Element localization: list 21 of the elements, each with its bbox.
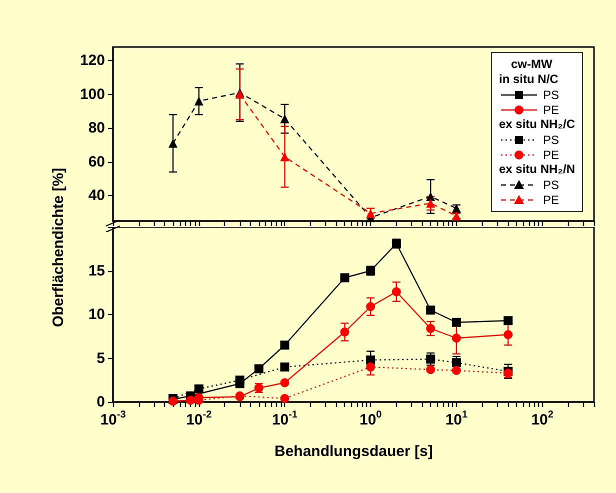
legend-title: cw-MW [510,57,554,72]
y-tick-label: 60 [88,153,105,170]
annotation: ex situ NH₂/N [498,162,575,177]
legend-label: PS [542,178,559,192]
x-axis-title: Behandlungsdauer [s] [274,443,433,460]
y-tick-label: 40 [88,187,105,204]
legend-label: PE [542,148,559,162]
legend-label: PS [542,132,559,146]
y-tick-label: 5 [96,350,105,367]
legend-label: PE [542,192,559,206]
y-tick-label: 10 [88,306,105,323]
legend-label: PS [542,88,559,102]
y-tick-label: 0 [96,394,105,410]
y-tick-label: 120 [80,52,105,70]
annotation: in situ N/C [498,72,560,87]
y-tick-label: 100 [80,86,105,103]
legend-label: PE [542,102,559,116]
annotation: ex situ NH₂/C [498,117,575,132]
y-tick-label: 15 [88,262,105,280]
y-tick-label: 80 [88,120,105,137]
y-axis-title: Oberflächendichte [%] [50,167,67,327]
